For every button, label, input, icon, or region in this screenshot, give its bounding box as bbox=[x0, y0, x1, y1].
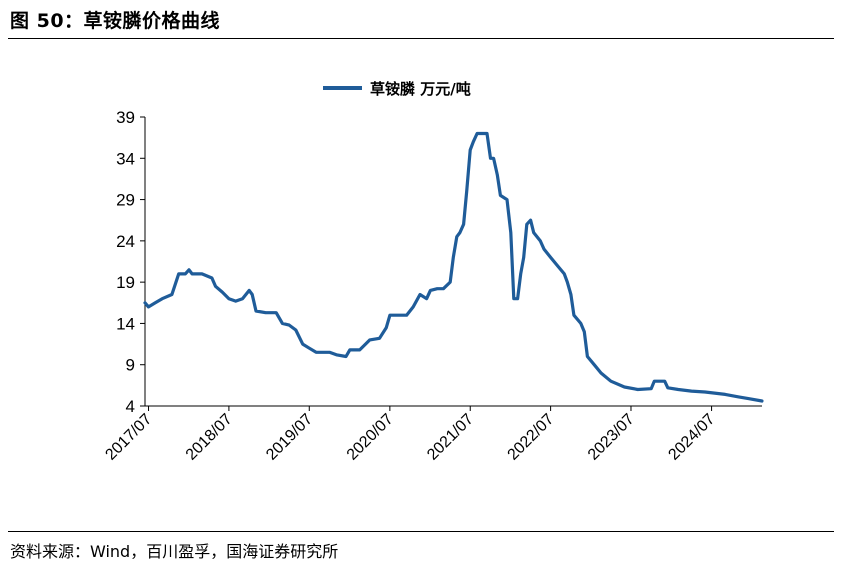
y-tick-labels: 4 9 14 19 24 29 34 39 bbox=[116, 108, 135, 416]
series-line-0 bbox=[143, 131, 764, 403]
x-tick-label: 2021/07 bbox=[424, 411, 477, 464]
y-tick-label: 39 bbox=[116, 108, 135, 127]
top-rule bbox=[8, 38, 834, 39]
chart-legend: 草铵膦 万元/吨 bbox=[323, 80, 471, 98]
y-tick-label: 24 bbox=[116, 232, 135, 251]
x-tick-labels: 2017/07 2018/07 2019/07 2020/07 2021/07 2022/… bbox=[102, 411, 718, 464]
bottom-rule bbox=[8, 531, 834, 532]
y-tick-label: 14 bbox=[116, 314, 135, 333]
x-tick-label: 2022/07 bbox=[505, 411, 558, 464]
figure-title: 图 50：草铵膦价格曲线 bbox=[10, 10, 221, 32]
x-tick-label: 2018/07 bbox=[183, 411, 236, 464]
x-tick-label: 2024/07 bbox=[665, 411, 718, 464]
chart-axes bbox=[140, 116, 762, 411]
source-note: 资料来源：Wind，百川盈孚，国海证券研究所 bbox=[10, 542, 339, 561]
x-tick-label: 2023/07 bbox=[585, 411, 638, 464]
series-lines bbox=[143, 131, 764, 403]
y-tick-label: 19 bbox=[116, 273, 135, 292]
x-tick-label: 2017/07 bbox=[102, 411, 155, 464]
x-tick-label: 2019/07 bbox=[263, 411, 316, 464]
legend-label: 草铵膦 万元/吨 bbox=[370, 80, 471, 98]
y-tick-label: 4 bbox=[126, 397, 135, 416]
y-tick-label: 34 bbox=[116, 149, 135, 168]
y-tick-label: 9 bbox=[126, 356, 135, 375]
x-tick-label: 2020/07 bbox=[344, 411, 397, 464]
y-tick-label: 29 bbox=[116, 191, 135, 210]
